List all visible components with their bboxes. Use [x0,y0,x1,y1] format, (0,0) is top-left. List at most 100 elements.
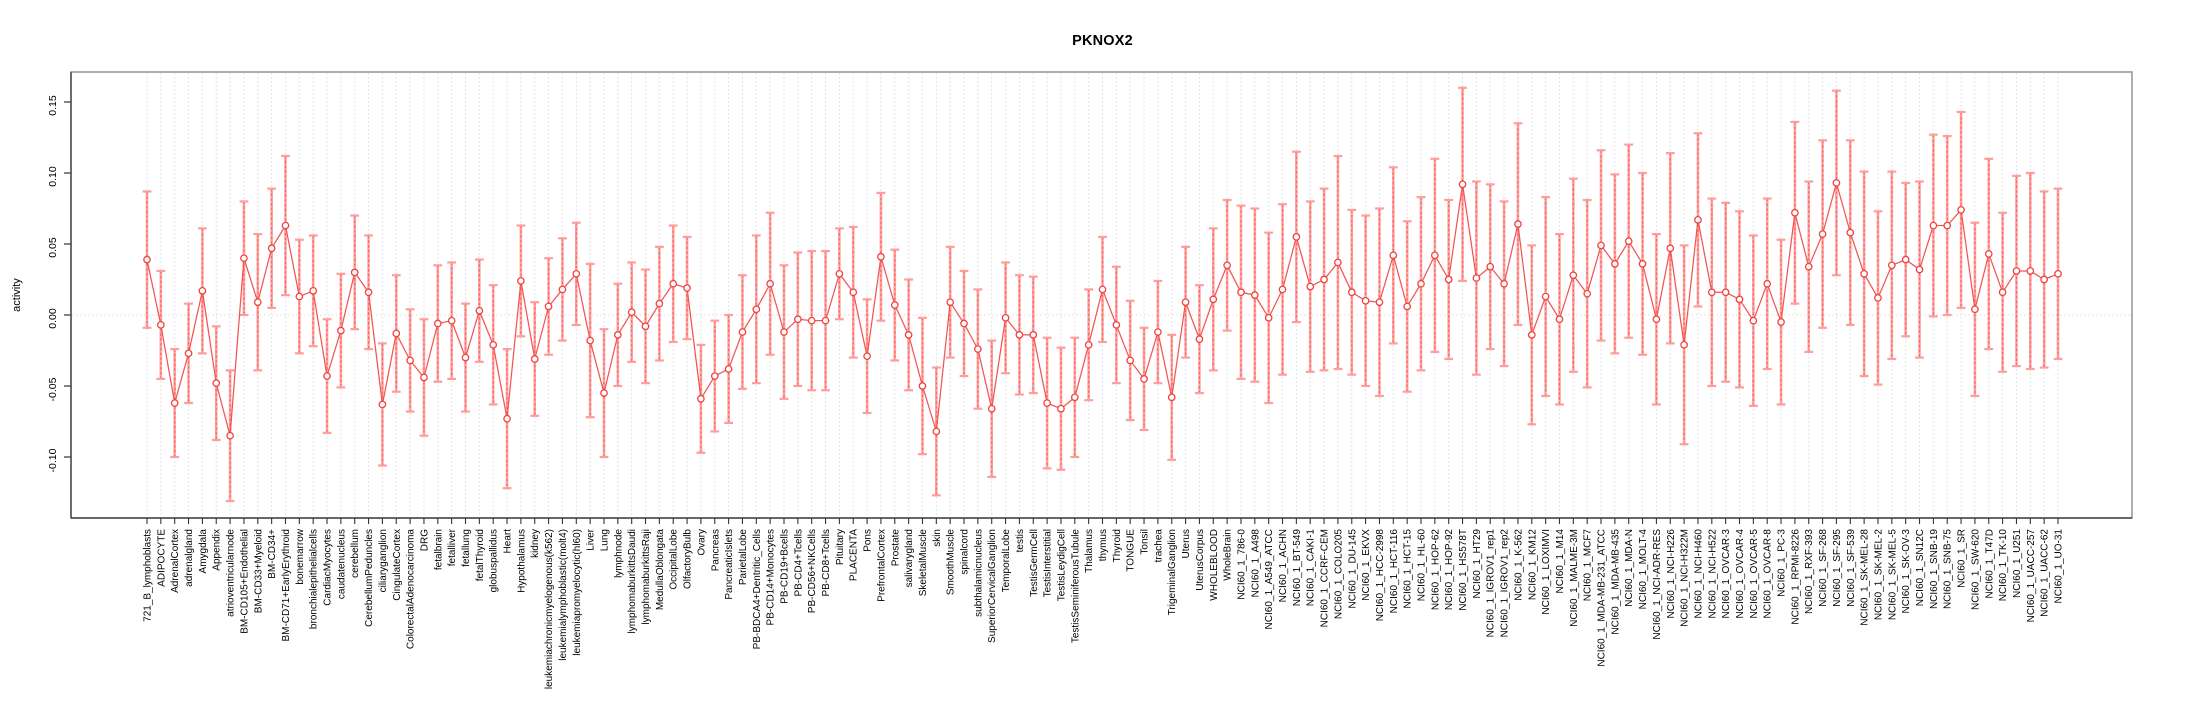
data-point [849,288,858,297]
data-point [406,356,414,365]
data-point [1015,331,1024,339]
data-point [1763,279,1772,288]
data-point [1278,285,1287,294]
data-point [1458,180,1467,189]
data-point [364,288,373,297]
x-category-label: NCI60_1_NCI-H460 [1693,529,1704,619]
data-point [2054,269,2062,278]
x-category-label: TemporalLobe [1001,529,1012,593]
y-tick-label: 0.00 [47,308,59,329]
data-point [1154,328,1162,336]
x-category-label: NCI60_1_SK-MEL-28 [1860,529,1871,626]
x-category-label: testis [1015,529,1026,552]
x-category-label: NCI60_1_MDA-MB-435 [1610,529,1621,635]
x-category-label: NCI60_1_SNB-19 [1929,529,1940,609]
x-category-label: Heart [503,529,514,554]
data-point [1638,260,1647,268]
data-point [627,308,636,317]
data-point [1292,233,1301,241]
data-point [793,315,802,324]
y-tick-label: -0.10 [47,448,59,472]
data-point [1832,179,1841,187]
data-point [475,306,484,315]
data-point [1694,216,1702,224]
data-point [2040,275,2049,284]
data-point [710,372,719,380]
x-category-label: NCI60_1_HCT-116 [1389,529,1400,614]
x-category-label: NCI60_1_U251 [2012,529,2023,598]
x-category-label: NCI60_1_T47D [1984,529,1995,598]
x-category-label: NCI60_1_MCF7 [1583,529,1594,602]
data-point [1541,292,1550,301]
x-category-label: NCI60_1_UACC-62 [2040,529,2051,617]
x-category-label: fetalThyroid [475,529,486,581]
x-category-label: Lung [599,529,610,551]
x-category-label: NCI60_1_MOLT-4 [1638,529,1649,610]
data-point [198,287,207,295]
x-category-label: trachea [1153,529,1164,563]
x-category-label: TONGUE [1126,529,1137,572]
x-category-label: leukemiachronicmyelogenous(k562) [544,529,555,689]
x-category-label: NCI60_1_OVCAR-3 [1721,529,1732,619]
x-category-label: PLACENTA [849,529,860,581]
x-category-label: NCI60_1_HT29 [1472,529,1483,599]
data-point [1223,261,1231,270]
x-category-label: NCI60_1_SK-MEL-5 [1887,529,1898,621]
data-point [517,277,525,285]
x-category-label: fetallung [461,529,472,567]
data-point [503,414,511,423]
x-category-label: OccipitalLobe [669,529,680,590]
x-category-label: NCI60_1_UO-31 [2054,529,2065,604]
data-point [1444,275,1453,284]
data-point [1915,265,1924,274]
x-category-label: NCI60_1_SN12C [1915,529,1926,606]
data-point [572,269,581,278]
x-category-label: CardiacMyocytes [323,529,334,606]
data-point [655,299,664,308]
data-point [1721,288,1730,297]
x-category-label: Hypothalamus [516,529,527,593]
data-point [1500,279,1508,288]
x-category-label: PB-CD19+Bcells [780,529,791,604]
x-category-label: PancreaticIslets [724,529,735,600]
data-point [1707,288,1716,297]
data-point [613,331,622,339]
x-category-label: NCI60_1_MDA-MB-231_ATCC [1597,529,1608,667]
x-category-label: NCI60_1_TK-10 [1998,529,2009,602]
data-point [904,331,913,339]
x-category-label: ADIPOCYTE [156,529,167,587]
data-point [530,355,539,363]
x-category-label: spinalcord [960,529,971,575]
x-category-label: NCI60_1_EKVX [1361,529,1372,601]
data-point [489,340,498,349]
data-point [1126,356,1135,365]
x-category-label: 721_B_lymphoblasts [143,529,154,622]
data-point [946,298,955,307]
data-point [1555,315,1564,324]
data-point [974,345,982,353]
x-category-label: NCI60_1_IGROV1_rep2 [1500,529,1511,638]
x-category-label: NCI60_1_SF-295 [1832,529,1843,607]
data-point [1375,298,1384,307]
data-point [1957,206,1965,214]
data-point [1583,289,1592,298]
data-point [281,221,290,230]
data-point [918,382,927,390]
x-category-label: NCI60_1_SK-OV-3 [1901,529,1912,614]
x-category-label: BM-CD105+Endothelial [239,529,250,634]
x-category-label: SuperiorCervicalGanglion [987,529,998,643]
x-category-label: globuspallidus [489,529,500,592]
data-point [1320,275,1328,284]
data-point [835,269,844,278]
x-category-label: WholeBrain [1223,529,1234,581]
y-tick-label: 0.05 [47,237,59,258]
data-point [724,365,733,373]
x-category-label: PB-CD8+Tcells [821,529,832,597]
data-point [1735,295,1744,304]
x-category-label: NCI60_1_HL-60 [1417,529,1428,602]
x-category-label: CingulateCortex [392,529,403,601]
x-category-label: NCI60_1_IGROV1_rep1 [1486,529,1497,638]
x-category-label: NCI60_1_COLO205 [1333,529,1344,619]
data-point [253,298,262,307]
data-point [1140,375,1148,383]
